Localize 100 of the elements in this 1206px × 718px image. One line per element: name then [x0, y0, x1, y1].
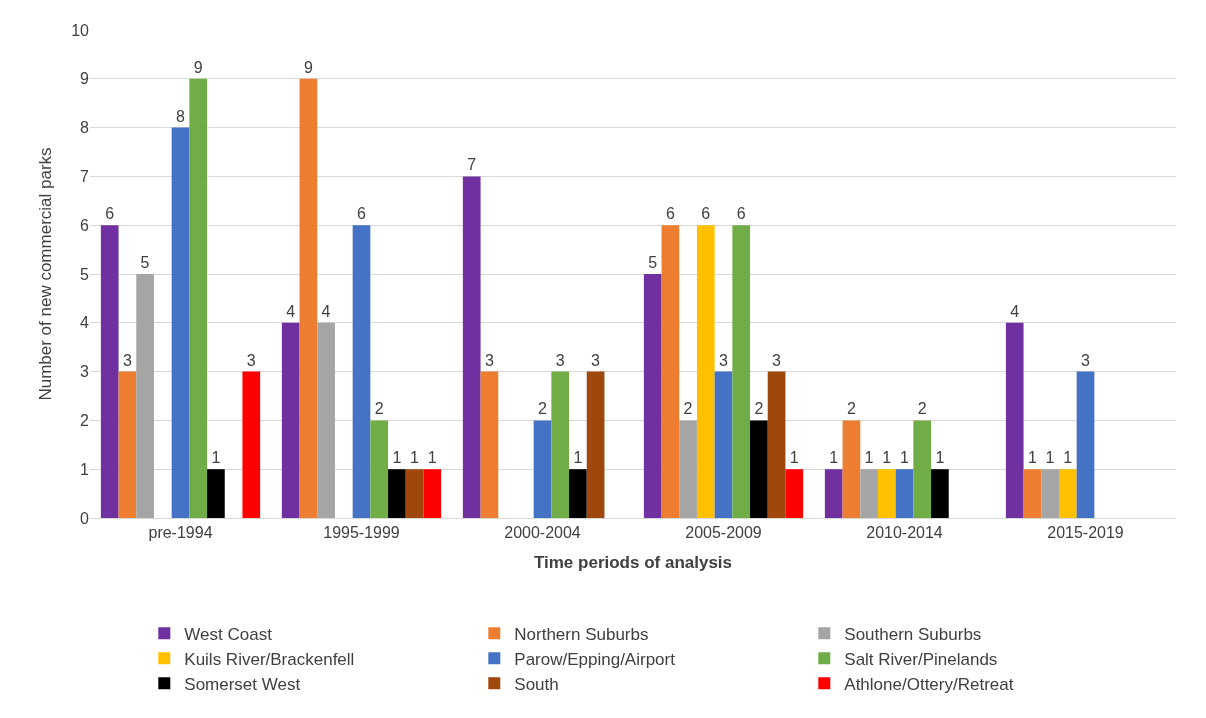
data-label: 2 [538, 400, 547, 418]
bar [118, 371, 137, 518]
y-tick-label: 7 [80, 168, 90, 185]
data-label: 5 [140, 254, 150, 271]
bar [1041, 469, 1059, 518]
data-label: 1 [864, 449, 874, 467]
bar [388, 469, 406, 518]
data-label: 1 [392, 449, 402, 467]
data-label: 1 [410, 449, 420, 467]
legend-label: Northern Suburbs [514, 624, 649, 644]
bar [1076, 371, 1095, 518]
x-tick-label: 2010-2014 [866, 524, 943, 542]
legend-label: Southern Suburbs [844, 624, 982, 644]
data-label: 4 [286, 302, 296, 320]
bar [317, 322, 335, 518]
legend-label: West Coast [184, 624, 273, 644]
data-label: 1 [789, 449, 799, 467]
data-label: 3 [1081, 351, 1090, 369]
bar [569, 469, 587, 518]
x-tick-label: 1995-1999 [323, 524, 400, 542]
legend-label: Somerset West [184, 674, 301, 694]
data-label: 2 [683, 400, 693, 418]
data-label: 3 [246, 351, 256, 369]
bar [750, 420, 768, 518]
bar [824, 469, 843, 518]
bar [785, 469, 804, 518]
bar [533, 420, 552, 518]
data-label: 6 [357, 205, 366, 223]
bar [462, 176, 481, 518]
bar [1058, 469, 1077, 518]
y-tick-label: 6 [80, 216, 90, 234]
data-label: 8 [176, 107, 185, 125]
bar [913, 420, 932, 518]
y-tick-label: 4 [80, 314, 90, 332]
bar [767, 371, 786, 518]
data-label: 2 [754, 400, 764, 418]
legend-label: South [514, 674, 559, 694]
data-label: 3 [484, 351, 494, 369]
data-label: 2 [846, 400, 856, 418]
bar [1005, 322, 1024, 518]
legend-label: Parow/Epping/Airport [514, 649, 676, 669]
bar [661, 225, 680, 518]
bar [714, 371, 733, 518]
data-label: 2 [917, 400, 927, 418]
data-label: 6 [665, 205, 675, 223]
data-label: 1 [1063, 449, 1073, 467]
bar [423, 469, 442, 518]
data-label: 7 [467, 156, 477, 174]
data-label: 1 [900, 449, 909, 467]
bar [732, 225, 751, 518]
y-tick-label: 9 [80, 70, 90, 88]
data-label: 1 [1027, 449, 1037, 467]
bar [100, 225, 119, 518]
data-label: 3 [772, 351, 782, 369]
bar [842, 420, 861, 518]
bar [189, 78, 208, 518]
data-label: 3 [591, 351, 601, 369]
bar [281, 322, 300, 518]
bar [895, 469, 914, 518]
data-label: 4 [321, 302, 331, 320]
x-tick-label: pre-1994 [148, 524, 213, 542]
y-tick-label: 1 [80, 460, 90, 478]
data-label: 9 [303, 58, 313, 76]
x-tick-label: 2000-2004 [504, 524, 581, 542]
bar [207, 469, 225, 518]
x-tick-label: 2005-2009 [685, 524, 762, 542]
bar [405, 469, 424, 518]
bar [643, 274, 662, 518]
bar [696, 225, 715, 518]
data-label: 6 [701, 205, 711, 223]
data-label: 3 [122, 351, 132, 369]
data-label: 3 [719, 351, 728, 369]
x-tick-label: 2015-2019 [1047, 524, 1124, 542]
data-label: 1 [882, 449, 892, 467]
data-label: 3 [555, 351, 565, 369]
y-tick-label: 10 [71, 21, 90, 39]
data-label: 1 [211, 449, 221, 467]
legend-label: Salt River/Pinelands [844, 649, 998, 669]
data-label: 2 [374, 400, 384, 418]
data-label: 5 [648, 254, 658, 271]
data-label: 1 [829, 449, 839, 467]
data-label: 6 [105, 205, 115, 223]
legend-label: Athlone/Ottery/Retreat [844, 674, 1014, 694]
bar [370, 420, 389, 518]
data-label: 1 [427, 449, 437, 467]
data-label: 9 [193, 58, 203, 76]
data-label: 1 [1045, 449, 1055, 467]
bar [136, 274, 154, 518]
y-tick-label: 3 [80, 363, 90, 381]
y-tick-label: 0 [80, 509, 90, 527]
bar [299, 78, 318, 518]
bar [877, 469, 896, 518]
bar [352, 225, 371, 518]
bar [931, 469, 949, 518]
data-label: 1 [573, 449, 583, 467]
data-label: 1 [935, 449, 945, 467]
bar [480, 371, 499, 518]
bar [171, 127, 190, 518]
y-tick-label: 5 [80, 265, 90, 283]
bar [1023, 469, 1042, 518]
